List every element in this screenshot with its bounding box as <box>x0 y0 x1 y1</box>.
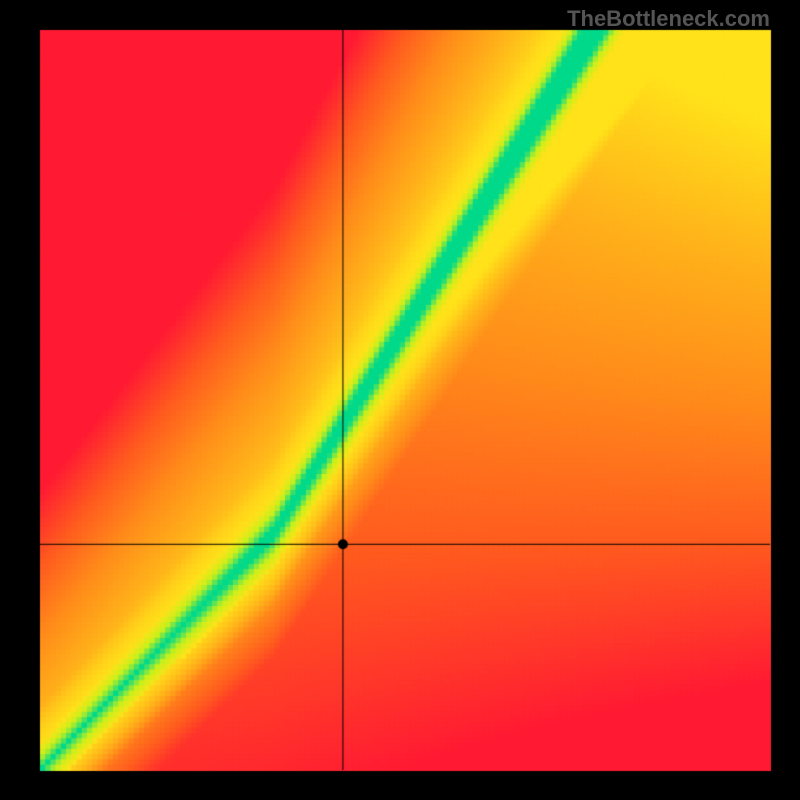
chart-container: TheBottleneck.com <box>0 0 800 800</box>
watermark-text: TheBottleneck.com <box>567 6 770 32</box>
bottleneck-heatmap <box>0 0 800 800</box>
